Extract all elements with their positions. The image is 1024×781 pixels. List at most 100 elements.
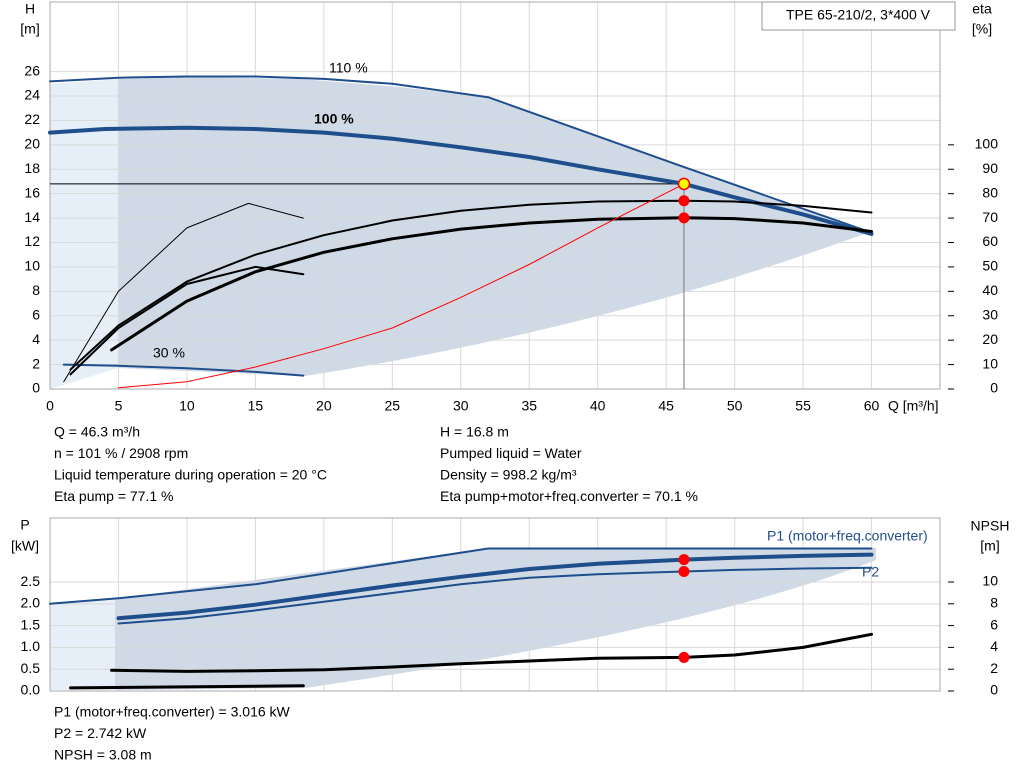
- operating-point: [677, 177, 691, 191]
- y2-tick-label: 6: [990, 616, 998, 632]
- curve: [62, 363, 305, 377]
- x-tick-label: 5: [115, 398, 123, 414]
- curve: [110, 216, 873, 352]
- y2-tick-label: 30: [982, 306, 998, 322]
- y2-tick-label: 4: [990, 638, 998, 654]
- y-tick-label: 18: [24, 160, 40, 176]
- curve: [69, 265, 305, 376]
- y2-axis-unit: [m]: [980, 538, 999, 554]
- y2-tick-label: 70: [982, 209, 998, 225]
- x-tick-label: 45: [658, 398, 674, 414]
- curve: [110, 632, 873, 673]
- x-tick-label: 0: [46, 398, 54, 414]
- y2-tick-label: 50: [982, 258, 998, 274]
- info-text: Pumped liquid = Water: [440, 445, 582, 461]
- y-tick-label: 6: [32, 306, 40, 322]
- y2-tick-label: 10: [982, 573, 998, 589]
- y2-tick-label: 20: [982, 331, 998, 347]
- curve-label: 30 %: [153, 345, 185, 361]
- curve-label: P1 (motor+freq.converter): [767, 528, 928, 544]
- y-tick-label: 16: [24, 184, 40, 200]
- info-text: H = 16.8 m: [440, 424, 509, 440]
- power-range-light: [50, 599, 115, 690]
- y2-tick-label: 0: [990, 380, 998, 396]
- y-tick-label: 1.5: [21, 616, 41, 632]
- operating-point: [678, 651, 690, 663]
- operating-point: [678, 212, 690, 224]
- y2-tick-label: 0: [990, 682, 998, 698]
- info-text: Eta pump = 77.1 %: [54, 488, 173, 504]
- operating-point: [678, 554, 690, 566]
- info-text: Liquid temperature during operation = 20…: [54, 467, 327, 483]
- x-tick-label: 55: [795, 398, 811, 414]
- y-tick-label: 0.0: [21, 682, 41, 698]
- y-tick-label: 2.5: [21, 573, 41, 589]
- curve: [49, 547, 873, 605]
- x-axis-label: Q [m³/h]: [888, 398, 939, 414]
- y-tick-label: 2.0: [21, 595, 41, 611]
- y2-axis-label: NPSH: [971, 518, 1010, 534]
- y-tick-label: 4: [32, 331, 40, 347]
- y-tick-label: 22: [24, 111, 40, 127]
- y-tick-label: 1.0: [21, 638, 41, 654]
- x-tick-label: 25: [385, 398, 401, 414]
- curve: [63, 202, 304, 383]
- curve: [48, 125, 874, 236]
- x-tick-label: 15: [248, 398, 264, 414]
- y2-tick-label: 80: [982, 184, 998, 200]
- info-text: Eta pump+motor+freq.converter = 70.1 %: [440, 488, 698, 504]
- x-tick-label: 50: [727, 398, 743, 414]
- curve-label: 110 %: [329, 60, 368, 76]
- info-text: P2 = 2.742 kW: [54, 725, 147, 741]
- plot-frame: [49, 1, 941, 390]
- y-tick-label: 20: [24, 136, 40, 152]
- y-axis-unit: [kW]: [11, 538, 39, 554]
- y2-tick-label: 40: [982, 282, 998, 298]
- y2-tick-label: 100: [975, 136, 999, 152]
- y2-tick-label: 10: [982, 355, 998, 371]
- info-text: Density = 998.2 kg/m³: [440, 467, 577, 483]
- y2-tick-label: 2: [990, 660, 998, 676]
- curve: [49, 75, 873, 234]
- x-tick-label: 40: [590, 398, 606, 414]
- curve: [117, 566, 873, 625]
- chart-title: TPE 65-210/2, 3*400 V: [786, 7, 931, 23]
- x-tick-label: 35: [521, 398, 537, 414]
- y-axis-unit: [m]: [20, 21, 39, 37]
- y-tick-label: 0: [32, 380, 40, 396]
- y2-axis-label: eta: [972, 1, 992, 17]
- info-text: Q = 46.3 m³/h: [54, 424, 140, 440]
- y-tick-label: 24: [24, 87, 40, 103]
- y-tick-label: 14: [24, 209, 40, 225]
- curve: [69, 684, 305, 690]
- x-tick-label: 10: [179, 398, 195, 414]
- x-tick-label: 30: [453, 398, 469, 414]
- x-tick-label: 60: [864, 398, 880, 414]
- operating-range-light: [50, 79, 118, 389]
- info-text: n = 101 % / 2908 rpm: [54, 445, 188, 461]
- curve-label: 100 %: [314, 111, 354, 127]
- info-text: NPSH = 3.08 m: [54, 747, 152, 763]
- title-box: [761, 1, 956, 31]
- operating-point: [678, 566, 690, 578]
- y-tick-label: 12: [24, 233, 40, 249]
- curve: [118, 183, 685, 389]
- curve-label: P2: [862, 564, 879, 580]
- y-tick-label: 10: [24, 258, 40, 274]
- curve: [116, 552, 874, 621]
- curve: [69, 199, 873, 371]
- operating-point: [678, 195, 690, 207]
- y2-tick-label: 90: [982, 160, 998, 176]
- x-tick-label: 20: [316, 398, 332, 414]
- y-axis-label: P: [20, 517, 29, 533]
- y-tick-label: 26: [24, 62, 40, 78]
- y2-tick-label: 8: [990, 594, 998, 610]
- y2-tick-label: 60: [982, 233, 998, 249]
- info-text: P1 (motor+freq.converter) = 3.016 kW: [54, 704, 291, 720]
- y-tick-label: 0.5: [21, 660, 41, 676]
- power-range: [115, 548, 876, 690]
- y-tick-label: 2: [32, 355, 40, 371]
- y2-axis-unit: [%]: [972, 21, 992, 37]
